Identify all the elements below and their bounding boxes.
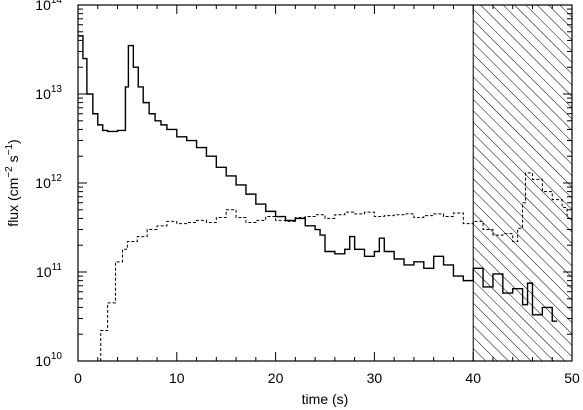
series-solid-line <box>78 35 558 322</box>
x-tick-label: 40 <box>465 370 481 386</box>
y-tick-label: 1012 <box>35 173 62 191</box>
x-tick-label: 10 <box>169 370 185 386</box>
series-dashed-line <box>95 172 572 361</box>
x-tick-label: 30 <box>367 370 383 386</box>
x-axis-label: time (s) <box>302 391 349 407</box>
y-tick-label: 1013 <box>35 84 62 102</box>
x-axis: 0 10 20 30 40 50 <box>74 5 580 386</box>
x-tick-label: 50 <box>564 370 580 386</box>
x-tick-label: 0 <box>74 370 82 386</box>
y-tick-label: 1014 <box>35 0 62 13</box>
y-tick-label: 1010 <box>35 351 62 369</box>
y-tick-label: 1011 <box>36 262 62 280</box>
y-axis-label: flux (cm−2 s−1) <box>4 139 21 226</box>
x-tick-label: 20 <box>268 370 284 386</box>
hatched-region <box>472 4 573 362</box>
y-axis: 1010 1011 1012 1013 1014 <box>35 0 572 369</box>
